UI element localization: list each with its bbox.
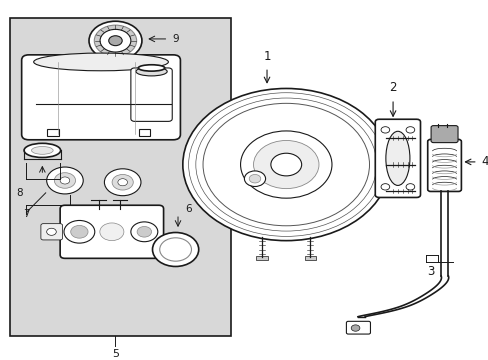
Circle shape: [131, 222, 158, 242]
Circle shape: [89, 21, 142, 60]
Circle shape: [380, 184, 389, 190]
Circle shape: [64, 220, 95, 243]
Circle shape: [410, 188, 418, 194]
Circle shape: [94, 25, 136, 56]
Text: 3: 3: [426, 265, 433, 278]
Circle shape: [112, 175, 133, 190]
Circle shape: [100, 30, 131, 52]
Circle shape: [46, 228, 56, 235]
Circle shape: [118, 179, 127, 186]
Bar: [47, 129, 59, 135]
Text: 8: 8: [16, 188, 22, 198]
Circle shape: [240, 131, 331, 198]
Circle shape: [104, 169, 141, 196]
FancyBboxPatch shape: [374, 119, 420, 198]
Circle shape: [46, 167, 83, 194]
Circle shape: [410, 135, 418, 141]
Circle shape: [137, 226, 151, 237]
Ellipse shape: [385, 131, 409, 185]
Circle shape: [60, 177, 70, 184]
FancyBboxPatch shape: [427, 139, 461, 192]
Circle shape: [100, 223, 123, 240]
Circle shape: [253, 140, 318, 189]
FancyBboxPatch shape: [21, 55, 180, 140]
FancyBboxPatch shape: [346, 321, 370, 334]
Ellipse shape: [24, 143, 61, 157]
Circle shape: [405, 184, 414, 190]
FancyBboxPatch shape: [60, 205, 163, 258]
FancyBboxPatch shape: [430, 126, 457, 143]
Circle shape: [350, 325, 359, 331]
Bar: [304, 256, 315, 260]
Text: 7: 7: [23, 209, 30, 219]
FancyBboxPatch shape: [131, 68, 172, 121]
Text: 4: 4: [481, 156, 488, 168]
Circle shape: [71, 225, 88, 238]
Text: 2: 2: [388, 81, 396, 94]
Text: 1: 1: [263, 50, 270, 63]
Circle shape: [152, 233, 198, 266]
Circle shape: [249, 175, 260, 183]
Ellipse shape: [31, 147, 53, 154]
Circle shape: [160, 238, 191, 261]
Circle shape: [54, 173, 75, 188]
Text: 6: 6: [185, 204, 191, 214]
FancyBboxPatch shape: [41, 224, 62, 240]
Bar: [138, 129, 150, 135]
Circle shape: [244, 171, 265, 186]
Bar: [256, 256, 267, 260]
Circle shape: [410, 162, 418, 167]
Bar: [10, 18, 230, 336]
Circle shape: [380, 127, 389, 133]
Ellipse shape: [136, 67, 167, 76]
Ellipse shape: [138, 65, 164, 71]
Circle shape: [405, 127, 414, 133]
Ellipse shape: [34, 53, 168, 71]
Circle shape: [108, 36, 122, 46]
Text: 5: 5: [112, 349, 119, 359]
Circle shape: [270, 153, 301, 176]
Text: 9: 9: [172, 34, 179, 44]
Circle shape: [183, 89, 389, 240]
